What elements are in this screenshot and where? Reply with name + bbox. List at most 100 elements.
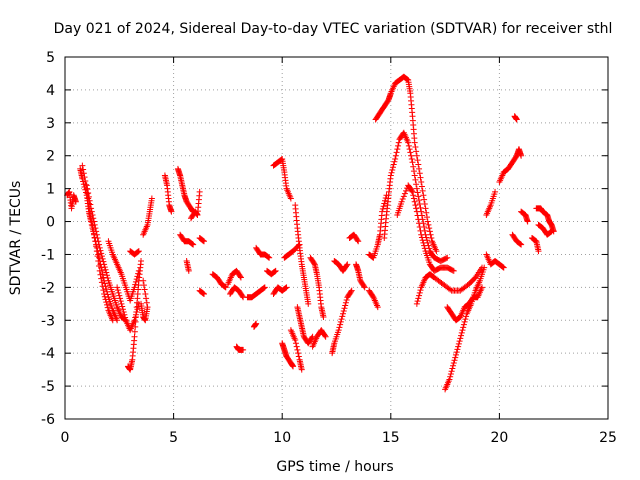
data-point: [411, 172, 418, 179]
data-point: [419, 187, 426, 194]
data-point: [380, 203, 387, 210]
data-point: [117, 298, 124, 305]
data-point: [342, 302, 349, 309]
data-point: [135, 303, 142, 310]
data-point: [518, 241, 525, 248]
data-point: [101, 261, 108, 268]
data-point: [415, 216, 422, 223]
x-tick-label: 25: [599, 430, 617, 446]
data-point: [88, 215, 95, 222]
data-point: [444, 254, 451, 261]
data-point: [99, 283, 106, 290]
data-point: [119, 306, 126, 313]
data-point: [295, 353, 302, 360]
data-point: [201, 238, 208, 245]
data-point: [282, 285, 289, 292]
data-point: [98, 275, 105, 282]
data-point: [189, 241, 196, 248]
data-point: [101, 264, 108, 271]
data-point: [403, 75, 410, 82]
data-point: [96, 267, 103, 274]
data-point: [97, 271, 104, 278]
data-point: [458, 332, 465, 339]
data-point: [415, 193, 422, 200]
data-point: [100, 287, 107, 294]
data-point: [379, 205, 386, 212]
data-point: [517, 241, 524, 248]
data-point: [460, 324, 467, 331]
data-point: [395, 142, 402, 149]
data-point: [340, 307, 347, 314]
data-point: [420, 192, 427, 199]
axis-ticks: 0 5 10 15 20 25 -6 -5 -4 -3 -2 -1 0 1 2 3 4 5: [41, 50, 617, 446]
data-point: [348, 287, 355, 294]
data-point: [119, 303, 126, 310]
data-point: [400, 193, 407, 200]
data-point: [500, 264, 507, 271]
data-point: [292, 337, 299, 344]
data-point: [142, 290, 149, 297]
data-point: [421, 245, 428, 252]
data-point: [422, 205, 429, 212]
data-point: [446, 376, 453, 383]
data-point: [416, 197, 423, 204]
data-point: [418, 234, 425, 241]
data-point: [93, 243, 100, 250]
data-point: [410, 192, 417, 199]
data-point: [381, 200, 388, 207]
data-point: [450, 362, 457, 369]
data-point: [417, 227, 424, 234]
data-point: [355, 238, 362, 245]
data-point: [452, 354, 459, 361]
data-point: [462, 316, 469, 323]
data-point: [340, 310, 347, 317]
data-point: [347, 288, 354, 295]
data-point: [416, 220, 423, 227]
data-point: [122, 314, 129, 321]
data-point: [361, 284, 368, 291]
data-point: [374, 304, 381, 311]
data-point: [293, 343, 300, 350]
data-point: [421, 200, 428, 207]
data-point: [414, 189, 421, 196]
y-tick-label: -1: [41, 247, 55, 263]
data-point: [459, 327, 466, 334]
data-point: [335, 327, 342, 334]
data-point: [413, 208, 420, 215]
data-point: [399, 196, 406, 203]
data-point: [361, 283, 368, 290]
data-point: [109, 317, 116, 324]
data-point: [423, 209, 430, 216]
data-point: [144, 304, 151, 311]
data-point: [95, 258, 102, 265]
data-point: [425, 221, 432, 228]
data-point: [98, 279, 105, 286]
x-tick-label: 15: [382, 430, 400, 446]
data-point: [103, 286, 110, 293]
data-point: [90, 226, 97, 233]
data-point: [143, 299, 150, 306]
data-point: [84, 190, 91, 197]
data-point: [419, 237, 426, 244]
data-point: [79, 162, 86, 169]
data-point: [96, 244, 103, 251]
data-point: [221, 283, 228, 290]
data-point: [85, 190, 92, 197]
data-point: [412, 176, 419, 183]
data-point: [452, 351, 459, 358]
data-point: [382, 194, 389, 201]
data-point: [410, 168, 417, 175]
data-point: [261, 284, 268, 291]
data-point: [450, 267, 457, 274]
data-point: [415, 295, 422, 302]
data-point: [81, 174, 88, 181]
data-point: [414, 298, 421, 305]
data-point: [240, 346, 247, 353]
data-point: [447, 286, 454, 293]
data-point: [341, 305, 348, 312]
data-point: [80, 166, 87, 173]
data-point: [305, 300, 312, 307]
x-axis-label: GPS time / hours: [276, 459, 393, 475]
data-point: [393, 149, 400, 156]
data-point: [463, 313, 470, 320]
